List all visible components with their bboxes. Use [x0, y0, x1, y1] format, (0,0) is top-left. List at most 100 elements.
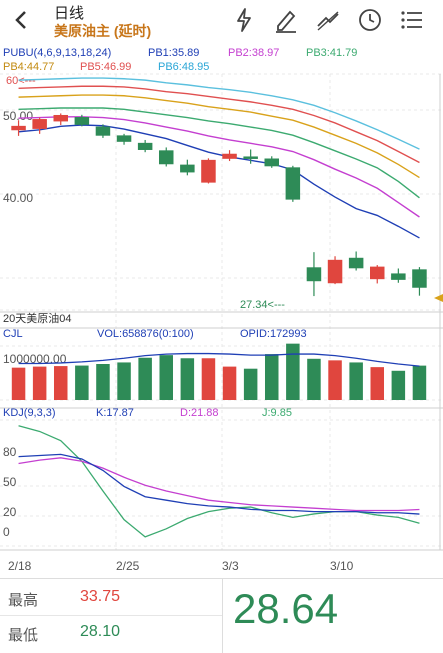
candle-body-19: [412, 269, 427, 288]
candle-body-10: [222, 153, 237, 159]
candle-body-1: [32, 119, 47, 129]
lightning-icon[interactable]: [230, 6, 258, 34]
last-price-box: 28.64: [222, 579, 443, 653]
kdj-d-value: D:21.88: [180, 407, 219, 419]
pen-icon[interactable]: [272, 6, 300, 34]
volume-indicator-name: CJL: [3, 328, 23, 340]
volume-bar-13: [286, 343, 300, 400]
volume-average-line: [18, 352, 420, 367]
candle-body-18: [391, 273, 406, 280]
candle-body-11: [243, 156, 258, 159]
candle-body-0: [11, 125, 26, 131]
candle-body-2: [53, 114, 69, 122]
price-axis-label-40: 40.00: [3, 191, 33, 205]
volume-value: VOL:658876(0:100): [97, 328, 194, 340]
kline-chart[interactable]: PUBU(4,6,9,13,18,24) PB1:35.89 PB2:38.97…: [0, 40, 443, 578]
kdj-axis-20: 20: [3, 505, 17, 519]
menu-icon[interactable]: [398, 6, 426, 34]
volume-bar-7: [159, 355, 174, 400]
pb6-label: PB6:48.95: [158, 61, 209, 73]
volume-bar-2: [53, 366, 68, 400]
date-label-0218: 2/18: [8, 559, 32, 573]
pb1-line: [18, 124, 420, 239]
kdj-axis-80: 80: [3, 445, 17, 459]
kdj-k-value: K:17.87: [96, 407, 134, 419]
quote-summary: 最高 33.75 最低 28.10 28.64: [0, 578, 443, 653]
pb3-line: [18, 107, 420, 199]
kdj-lines: [18, 425, 420, 538]
candle-body-4: [95, 126, 111, 136]
high-mark: 60<---: [6, 75, 36, 87]
pb2-line: [18, 116, 420, 218]
candle-body-3: [74, 117, 90, 125]
app-header: 日线 美原油主 (延时): [0, 0, 443, 41]
summary-divider: [0, 615, 222, 616]
volume-bar-6: [138, 357, 152, 400]
high-label: 最高: [8, 592, 39, 609]
last-price: 28.64: [233, 585, 339, 632]
pb4-line: [18, 94, 420, 179]
kdj-d-line: [18, 457, 420, 512]
candle-body-17: [369, 266, 385, 280]
candle-body-14: [306, 267, 322, 282]
volume-bar-9: [201, 358, 216, 400]
clock-icon[interactable]: [356, 6, 384, 34]
date-label-0310: 3/10: [330, 559, 354, 573]
volume-bar-8: [180, 358, 195, 400]
volume-bar-18: [391, 370, 406, 400]
volume-bar-1: [32, 366, 47, 400]
low-value: 28.10: [80, 623, 121, 640]
volume-bar-4: [96, 364, 110, 400]
pb6-line: [18, 77, 420, 150]
candlesticks: [11, 113, 427, 297]
date-label-0303: 3/3: [222, 559, 239, 573]
volume-bar-0: [11, 367, 26, 400]
high-value: 33.75: [80, 588, 121, 605]
pb1-label: PB1:35.89: [148, 47, 199, 59]
pubu-lines: [18, 77, 420, 239]
contract-label: 20天美原油04: [3, 311, 71, 325]
candle-body-16: [348, 257, 364, 269]
pb5-line: [18, 85, 420, 164]
back-icon[interactable]: [6, 4, 36, 36]
volume-bar-19: [412, 365, 427, 400]
pb3-label: PB3:41.79: [306, 47, 357, 59]
last-price-pointer-icon: [434, 294, 443, 302]
volume-bar-16: [349, 362, 363, 400]
pb2-label: PB2:38.97: [228, 47, 279, 59]
volume-bar-14: [307, 358, 321, 400]
candle-body-8: [180, 164, 195, 173]
date-label-0225: 2/25: [116, 559, 140, 573]
volume-axis-label: 1000000.00: [3, 352, 67, 366]
candle-body-12: [264, 158, 280, 167]
volume-bar-10: [222, 366, 237, 400]
pb5-label: PB5:46.99: [80, 61, 131, 73]
contract-subtitle: 美原油主 (延时): [54, 23, 152, 39]
volume-line: [18, 352, 420, 367]
line-tool-icon[interactable]: [314, 6, 342, 34]
low-mark: 27.34<---: [240, 299, 285, 311]
kdj-k-line: [18, 453, 420, 515]
volume-bar-15: [328, 360, 342, 400]
kdj-axis-50: 50: [3, 475, 17, 489]
candle-body-15: [327, 259, 343, 284]
volume-bar-11: [243, 368, 258, 400]
low-label: 最低: [8, 627, 39, 644]
pb4-label: PB4:44.77: [3, 61, 54, 73]
volume-bar-5: [117, 362, 131, 400]
opid-value: OPID:172993: [240, 328, 307, 340]
chart-grid: [0, 73, 443, 551]
candle-body-5: [116, 135, 132, 142]
price-axis-label-50: 50.00: [3, 109, 33, 123]
kdj-axis-0: 0: [3, 525, 10, 539]
candle-body-9: [201, 159, 216, 183]
volume-bar-3: [75, 365, 89, 400]
pubu-label: PUBU(4,6,9,13,18,24): [3, 47, 111, 59]
volume-bars: [11, 343, 427, 400]
candle-body-6: [137, 142, 153, 150]
page-title: 日线: [54, 5, 85, 22]
kdj-j-value: J:9.85: [262, 407, 292, 419]
volume-bar-17: [370, 367, 385, 400]
volume-bar-12: [264, 354, 279, 400]
candle-body-13: [285, 167, 301, 200]
